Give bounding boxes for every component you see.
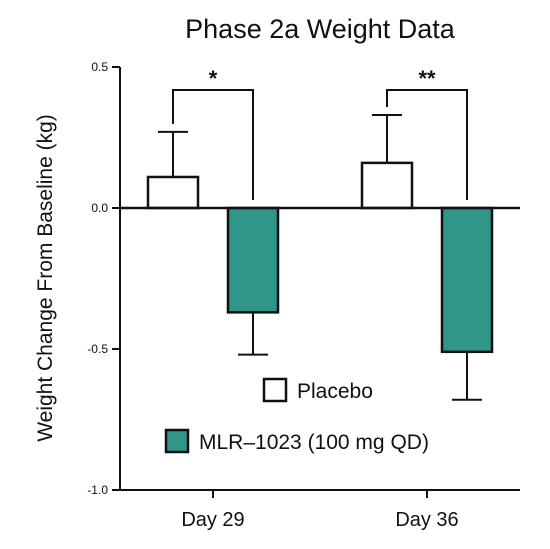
significance-bracket bbox=[386, 89, 468, 200]
bar-placebo bbox=[360, 161, 414, 210]
chart-title: Phase 2a Weight Data bbox=[185, 14, 456, 44]
significance-bracket bbox=[172, 89, 254, 200]
bar-treatment bbox=[440, 206, 494, 354]
bar-placebo bbox=[146, 175, 200, 210]
y-tick-label: -1.0 bbox=[87, 483, 108, 497]
legend-swatch bbox=[262, 377, 288, 403]
y-axis-label: Weight Change From Baseline (kg) bbox=[34, 114, 57, 442]
bar-treatment bbox=[226, 206, 280, 314]
significance-marker: ** bbox=[418, 66, 436, 91]
x-tick-label: Day 36 bbox=[395, 509, 458, 531]
legend-label: Placebo bbox=[297, 380, 373, 403]
significance-marker: * bbox=[209, 66, 218, 91]
x-tick-label: Day 29 bbox=[181, 509, 244, 531]
y-tick-label: 0.0 bbox=[91, 201, 108, 215]
legend-label: MLR–1023 (100 mg QD) bbox=[199, 431, 429, 454]
y-tick-label: -0.5 bbox=[87, 342, 108, 356]
legend-swatch bbox=[164, 428, 190, 454]
y-tick-label: 0.5 bbox=[91, 60, 108, 74]
